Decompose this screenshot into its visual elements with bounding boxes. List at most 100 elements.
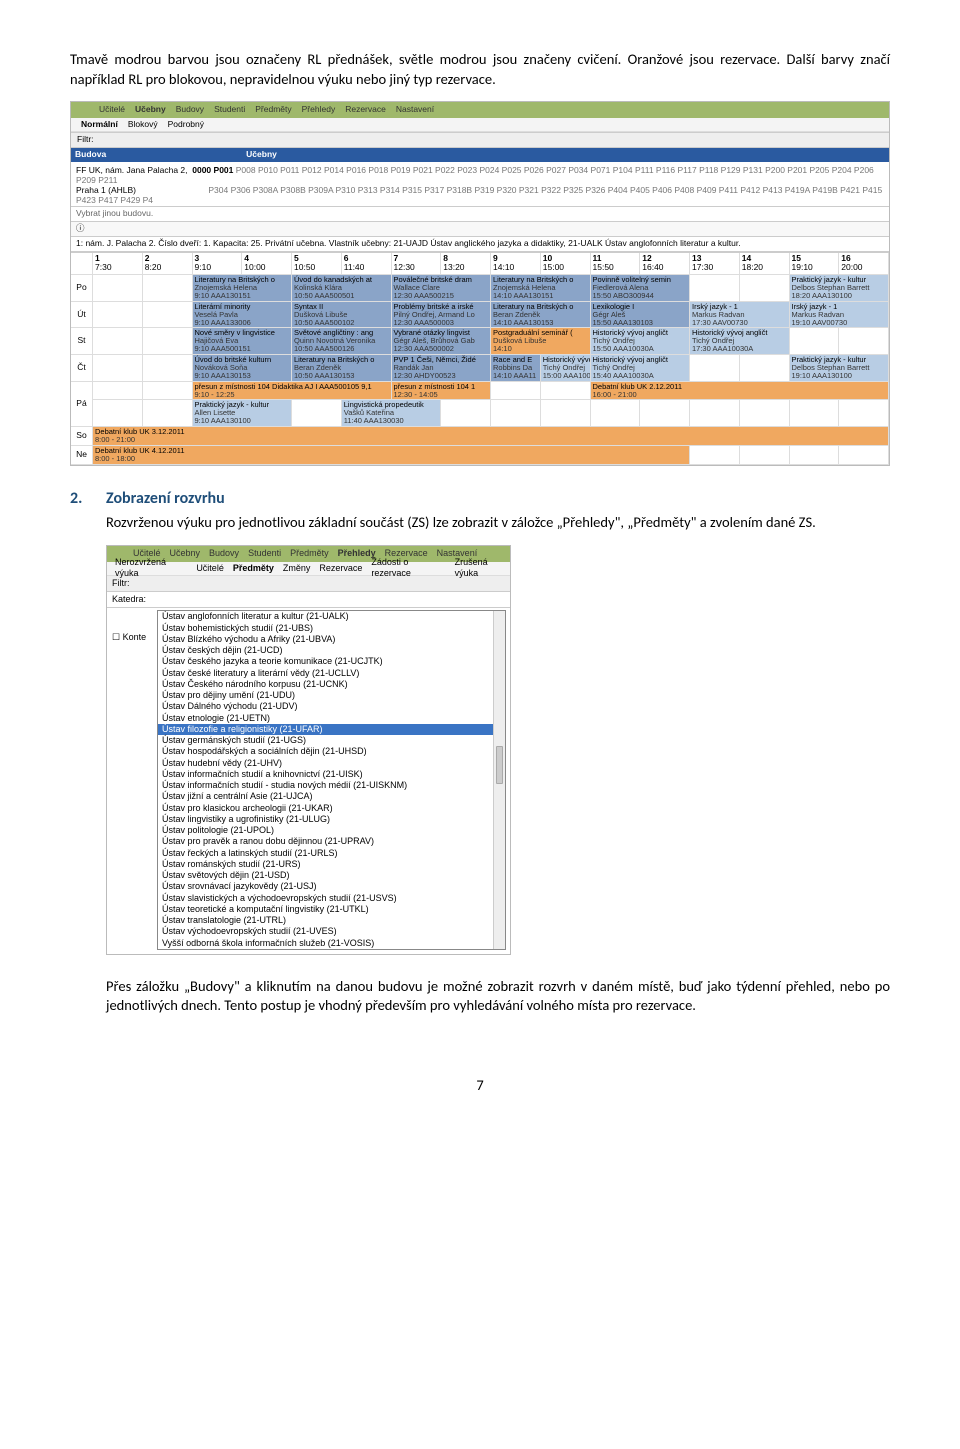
choose-other-building[interactable]: Vybrat jinou budovu. (71, 207, 889, 222)
event[interactable]: Race and ERobbins Da14:10 AAA11 (491, 355, 541, 382)
event[interactable]: Problémy britské a irskéPilný Ondřej, Ar… (392, 302, 492, 329)
subtab-zmeny[interactable]: Změny (283, 563, 311, 574)
dropdown-option[interactable]: Ústav slavistických a východoevropských … (158, 893, 505, 904)
katedra-dropdown[interactable]: Ústav anglofonních literatur a kultur (2… (157, 610, 506, 950)
dropdown-option[interactable]: Ústav románských studií (21-URS) (158, 859, 505, 870)
tab-prehledy[interactable]: Přehledy (302, 105, 336, 115)
event[interactable]: Irský jazyk - 1Markus Radvan19:10 AAV007… (790, 302, 890, 329)
paragraph-budovy: Přes záložku „Budovy" a kliknutím na dan… (106, 977, 890, 1016)
dropdown-option[interactable]: Ústav českého jazyka a teorie komunikace… (158, 656, 505, 667)
time-col-2: 28:20 (143, 253, 193, 276)
tab-budovy[interactable]: Budovy (209, 548, 239, 559)
event[interactable]: Vybrané otázky lingvistGégr Aleš, Brůhov… (392, 328, 492, 355)
dropdown-option[interactable]: Ústav Blízkého východu a Afriky (21-UBVA… (158, 634, 505, 645)
dropdown-option[interactable]: Ústav teoretické a komputační lingvistik… (158, 904, 505, 915)
dropdown-option[interactable]: Ústav světových dějin (21-USD) (158, 870, 505, 881)
dropdown-option[interactable]: Ústav srovnávací jazykovědy (21-USJ) (158, 881, 505, 892)
dropdown-option[interactable]: Ústav politologie (21-UPOL) (158, 825, 505, 836)
event[interactable]: PVP 1 Češi, Němci, ŽidéRandák Jan12:30 A… (392, 355, 492, 382)
subtab-blokovy[interactable]: Blokový (128, 120, 158, 130)
event[interactable]: Debatní klub UK 4.12.20118:00 - 18:00 (93, 446, 690, 465)
event[interactable]: Nové směry v lingvisticeHajičová Eva9:10… (193, 328, 293, 355)
event[interactable]: Světové angličtiny : angQuinn Novotná Ve… (292, 328, 392, 355)
event[interactable]: Úvod do kanadských atKolinská Klára10:50… (292, 275, 392, 302)
dropdown-option[interactable]: Ústav informačních studií - studia novýc… (158, 780, 505, 791)
subtab-ucitele[interactable]: Učitelé (196, 563, 224, 574)
dropdown-option[interactable]: Ústav Dálného východu (21-UDV) (158, 701, 505, 712)
tab-predmety[interactable]: Předměty (290, 548, 329, 559)
subtab-zrusena[interactable]: Zrušená výuka (455, 557, 510, 580)
event[interactable]: Literatury na Britských oBeran Zdeněk14:… (491, 302, 591, 329)
col-ucebny: Učebny (246, 150, 277, 160)
event[interactable]: Debatní klub UK 2.12.201116:00 - 21:00 (591, 382, 890, 401)
time-col-5: 510:50 (292, 253, 342, 276)
tab-nastaveni[interactable]: Nastavení (396, 105, 434, 115)
event[interactable]: Praktický jazyk - kulturDelbos Stephan B… (790, 275, 890, 302)
dropdown-option[interactable]: Ústav řeckých a latinských studií (21-UR… (158, 848, 505, 859)
event[interactable]: Praktický jazyk - kulturDelbos Stephan B… (790, 355, 890, 382)
dropdown-option[interactable]: Ústav anglofonních literatur a kultur (2… (158, 611, 505, 622)
event[interactable]: Debatní klub UK 3.12.20118:00 - 21:00 (93, 427, 889, 446)
event[interactable]: Historický vývoj angličtTichý Ondřej15:4… (591, 355, 691, 382)
sub-tabs: Normální Blokový Podrobný (71, 118, 889, 132)
scrollbar[interactable] (493, 611, 505, 949)
event[interactable]: přesun z místnosti 104 112:30 - 14:05 (392, 382, 492, 401)
dropdown-option[interactable]: Vyšší odborná škola informačních služeb … (158, 938, 505, 949)
tab-rezervace[interactable]: Rezervace (345, 105, 386, 115)
dropdown-option[interactable]: Ústav etnologie (21-UETN) (158, 713, 505, 724)
building-title: FF UK, nám. Jana Palacha 2, (76, 165, 188, 175)
subtab-rezervace[interactable]: Rezervace (319, 563, 362, 574)
event[interactable]: Literatury na Britských oZnojemská Helen… (193, 275, 293, 302)
dropdown-option[interactable]: Ústav Českého národního korpusu (21-UCNK… (158, 679, 505, 690)
dropdown-option[interactable]: Ústav pro pravěk a ranou dobu dějinnou (… (158, 836, 505, 847)
event[interactable]: Historický vývoj angličtTichý Ondřej17:3… (690, 328, 790, 355)
event[interactable]: Irský jazyk - 1Markus Radvan17:30 AAV007… (690, 302, 790, 329)
event[interactable]: Úvod do britské kulturnNováková Soňa9:10… (193, 355, 293, 382)
tab-prehledy[interactable]: Přehledy (338, 548, 376, 559)
dropdown-option[interactable]: Ústav pro dějiny umění (21-UDU) (158, 690, 505, 701)
subtab-zadosti[interactable]: Žádosti o rezervace (371, 557, 445, 580)
dropdown-option[interactable]: Ústav germánských studií (21-UGS) (158, 735, 505, 746)
time-col-3: 39:10 (193, 253, 243, 276)
dropdown-option[interactable]: Ústav české literatury a literární vědy … (158, 668, 505, 679)
rooms-list-2: P304 P306 P308A P308B P309A P310 P313 P3… (76, 185, 882, 205)
event[interactable]: Lingvistická propedeutikVašků Kateřina11… (342, 400, 442, 427)
event[interactable]: Literatury na Britských oBeran Zdeněk10:… (292, 355, 392, 382)
dropdown-option[interactable]: Ústav jižní a centrální Asie (21-UJCA) (158, 791, 505, 802)
event[interactable]: Povinně volitelný seminFiedlerová Alena1… (591, 275, 691, 302)
event[interactable]: Lexikologie IGégr Aleš15:50 AAA130103 (591, 302, 691, 329)
event[interactable]: Praktický jazyk - kulturAllen Lisette9:1… (193, 400, 293, 427)
event[interactable]: Poválečné britské dramWallace Clare12:30… (392, 275, 492, 302)
dropdown-option[interactable]: Ústav hudební vědy (21-UHV) (158, 758, 505, 769)
day-pa: Pá (71, 382, 93, 427)
dropdown-option[interactable]: Ústav lingvistiky a ugrofinistiky (21-UL… (158, 814, 505, 825)
event[interactable]: Historický vývoj angličtTichý Ondřej15:5… (591, 328, 691, 355)
event[interactable]: Syntax IIDušková Libuše10:50 AAA500102 (292, 302, 392, 329)
tab-studenti[interactable]: Studenti (214, 105, 245, 115)
event[interactable]: přesun z místnosti 104 Didaktika AJ I AA… (193, 382, 392, 401)
context-checkbox[interactable]: ☐ Konte (107, 630, 151, 645)
subtab-normalni[interactable]: Normální (81, 120, 118, 130)
event[interactable]: Literatury na Britských oZnojemská Helen… (491, 275, 591, 302)
dropdown-option[interactable]: Ústav hospodářských a sociálních dějin (… (158, 746, 505, 757)
tab-studenti[interactable]: Studenti (248, 548, 281, 559)
dropdown-option[interactable]: Ústav filozofie a religionistiky (21-UFA… (158, 724, 505, 735)
event[interactable]: Postgraduální seminář (Dušková Libuše14:… (491, 328, 591, 355)
tab-budovy[interactable]: Budovy (176, 105, 204, 115)
subtab-nerozvrzena[interactable]: Nerozvržená výuka (115, 557, 187, 580)
dropdown-option[interactable]: Ústav informačních studií a knihovnictví… (158, 769, 505, 780)
dropdown-option[interactable]: Ústav pro klasickou archeologii (21-UKAR… (158, 803, 505, 814)
dropdown-option[interactable]: Ústav bohemistických studií (21-UBS) (158, 623, 505, 634)
event[interactable]: Historický vývoj angličtTichý Ondřej15:0… (541, 355, 591, 382)
dropdown-option[interactable]: Ústav translatologie (21-UTRL) (158, 915, 505, 926)
event[interactable]: Literární minorityVeselá Pavla9:10 AAA13… (193, 302, 293, 329)
subtab-predmety[interactable]: Předměty (233, 563, 274, 574)
subtab-podrobny[interactable]: Podrobný (168, 120, 204, 130)
dropdown-option[interactable]: Ústav českých dějin (21-UCD) (158, 645, 505, 656)
tab-ucebny[interactable]: Učebny (135, 105, 166, 115)
tab-predmety[interactable]: Předměty (255, 105, 291, 115)
sub-tabs-2: Nerozvržená výuka Učitelé Předměty Změny… (107, 562, 510, 576)
tab-ucitele[interactable]: Učitelé (99, 105, 125, 115)
dropdown-option[interactable]: Ústav východoevropských studií (21-UVES) (158, 926, 505, 937)
selected-room[interactable]: 0000 P001 (192, 165, 233, 175)
